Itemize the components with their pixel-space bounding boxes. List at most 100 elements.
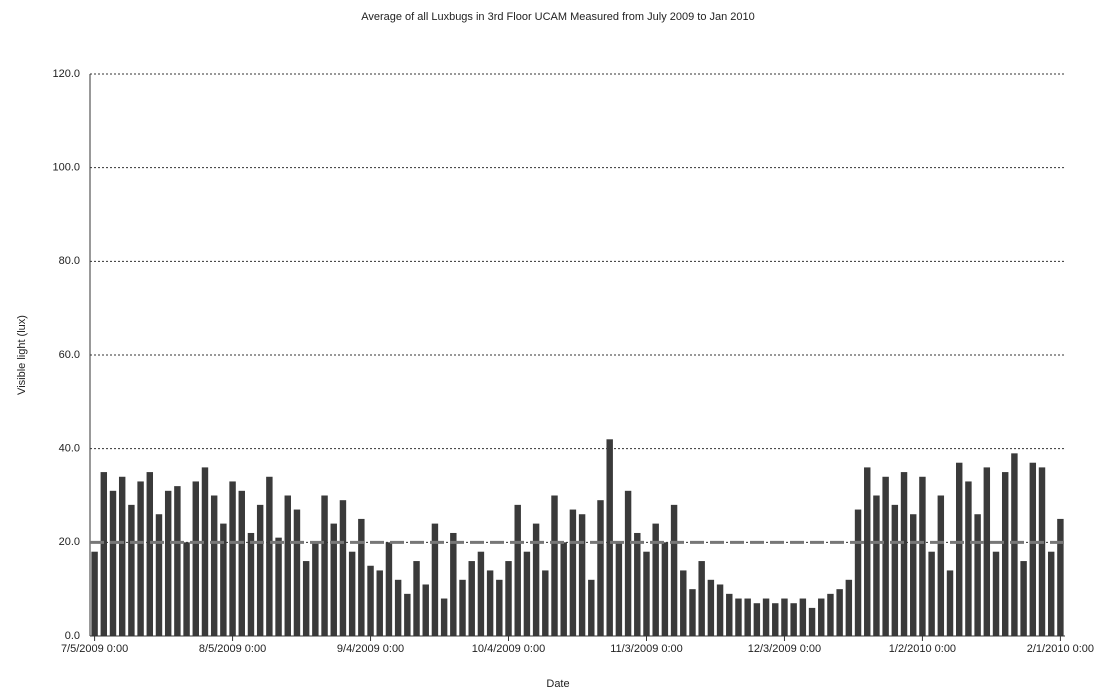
bar xyxy=(468,561,475,636)
bar xyxy=(192,481,199,636)
bar xyxy=(726,593,733,636)
bar xyxy=(201,467,209,636)
bar xyxy=(597,500,604,636)
bar xyxy=(238,490,245,636)
bar xyxy=(818,598,825,636)
bar xyxy=(661,542,669,636)
bar xyxy=(431,523,439,636)
bar xyxy=(486,570,494,636)
bar xyxy=(256,504,264,636)
bar xyxy=(652,523,659,636)
bar xyxy=(514,504,521,636)
bar xyxy=(275,537,282,636)
bar xyxy=(965,481,972,636)
bar xyxy=(413,561,420,636)
bar xyxy=(910,514,917,636)
bar xyxy=(799,598,807,636)
bar xyxy=(845,579,853,636)
bar xyxy=(891,504,899,636)
bar xyxy=(376,570,383,636)
bar xyxy=(1057,518,1064,636)
bar xyxy=(542,570,549,636)
bar xyxy=(624,490,632,636)
bar xyxy=(946,570,954,636)
y-tick-label: 20.0 xyxy=(59,536,80,548)
bar xyxy=(302,561,310,636)
x-tick-label: 2/1/2010 0:00 xyxy=(1027,643,1094,655)
bar xyxy=(900,472,908,636)
bar xyxy=(404,593,411,636)
bar xyxy=(707,579,715,636)
bar xyxy=(744,598,751,636)
bar xyxy=(128,504,135,636)
bar xyxy=(836,589,843,636)
bar xyxy=(551,495,558,636)
x-tick-label: 8/5/2009 0:00 xyxy=(199,643,266,655)
bar xyxy=(339,500,347,636)
x-tick-label: 7/5/2009 0:00 xyxy=(61,643,128,655)
bar xyxy=(560,542,567,636)
bar xyxy=(367,565,374,636)
bar xyxy=(1001,472,1009,636)
bar xyxy=(137,481,144,636)
bar xyxy=(578,514,586,636)
y-tick-label: 100.0 xyxy=(52,162,80,174)
y-tick-label: 120.0 xyxy=(52,68,80,80)
bar xyxy=(164,490,172,636)
bar xyxy=(477,551,485,636)
bar xyxy=(293,509,301,636)
bar xyxy=(615,542,623,636)
bar xyxy=(670,504,678,636)
x-axis-label: Date xyxy=(546,678,569,690)
bar xyxy=(854,509,862,636)
bar xyxy=(220,523,227,636)
bar xyxy=(496,579,503,636)
bar xyxy=(358,518,365,636)
bar xyxy=(91,551,98,636)
bar xyxy=(1011,453,1018,636)
x-tick-label: 9/4/2009 0:00 xyxy=(337,643,404,655)
bar xyxy=(422,584,429,636)
bar xyxy=(588,579,595,636)
bar xyxy=(330,523,337,636)
bar xyxy=(312,542,319,636)
bar xyxy=(864,467,871,636)
bar xyxy=(808,607,816,636)
y-tick-label: 40.0 xyxy=(59,443,80,455)
bar xyxy=(1047,551,1055,636)
bar xyxy=(440,598,448,636)
bar xyxy=(1038,467,1046,636)
bar xyxy=(385,542,393,636)
bar xyxy=(266,476,273,636)
y-tick-label: 60.0 xyxy=(59,349,80,361)
bar xyxy=(735,598,742,636)
bar xyxy=(394,579,402,636)
bar xyxy=(992,551,1000,636)
bar xyxy=(348,551,356,636)
bar xyxy=(109,490,117,636)
bar xyxy=(183,542,190,636)
x-tick-label: 11/3/2009 0:00 xyxy=(610,643,683,655)
bar xyxy=(459,579,466,636)
bar xyxy=(118,476,126,636)
bar xyxy=(974,514,981,636)
bar xyxy=(634,532,641,636)
bar xyxy=(937,495,945,636)
bar xyxy=(229,481,236,636)
x-tick-label: 12/3/2009 0:00 xyxy=(748,643,821,655)
bar xyxy=(523,551,531,636)
bar xyxy=(753,603,761,636)
y-tick-label: 0.0 xyxy=(65,630,80,642)
bar xyxy=(210,495,218,636)
bar xyxy=(100,472,108,636)
bar xyxy=(284,495,291,636)
bar xyxy=(781,598,788,636)
bar xyxy=(1029,462,1037,636)
bar xyxy=(247,532,255,636)
bar xyxy=(698,561,705,636)
bar xyxy=(680,570,687,636)
bar xyxy=(827,593,834,636)
bar xyxy=(606,439,613,636)
bar xyxy=(155,514,163,636)
bar xyxy=(643,551,650,636)
